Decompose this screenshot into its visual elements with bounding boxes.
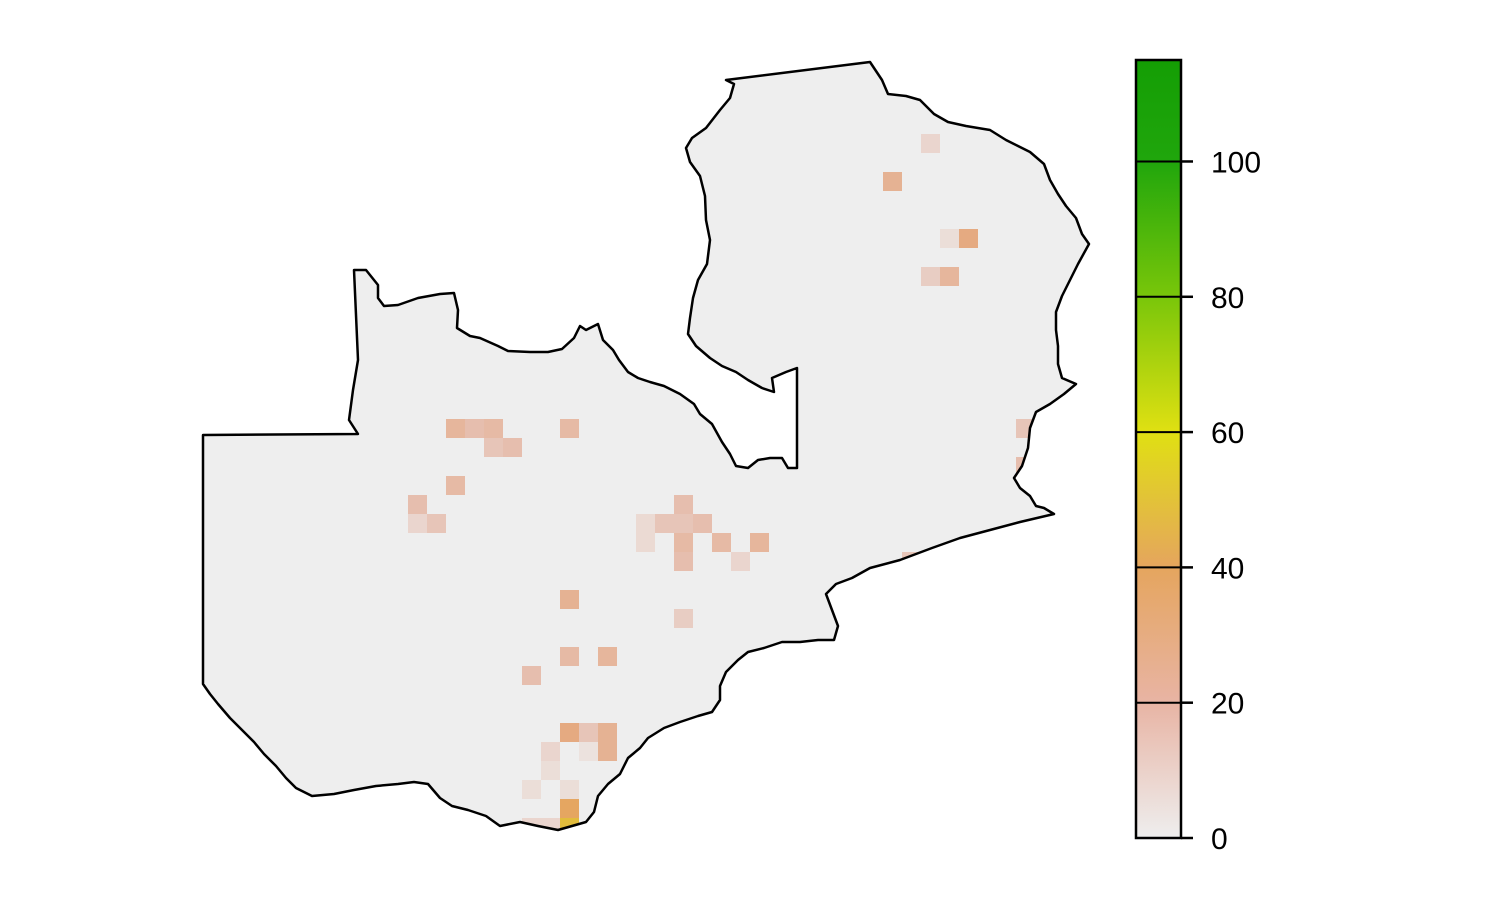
raster-cell (598, 723, 617, 742)
raster-cell (522, 780, 541, 799)
raster-cell (674, 533, 693, 552)
raster-cell (560, 875, 579, 894)
raster-cell (674, 552, 693, 571)
raster-layer (203, 62, 1089, 900)
raster-background (203, 62, 1089, 830)
raster-cell (636, 514, 655, 533)
legend-tick-label: 0 (1211, 823, 1228, 856)
raster-cell (579, 723, 598, 742)
raster-cell (560, 590, 579, 609)
raster-cell (560, 723, 579, 742)
raster-cell (921, 134, 940, 153)
raster-cell (579, 856, 598, 875)
raster-cell (598, 856, 617, 875)
raster-cell (484, 419, 503, 438)
raster-cell (427, 514, 446, 533)
color-legend: 0 20 40 60 80 100 (1134, 58, 1261, 856)
raster-cell (959, 229, 978, 248)
raster-cell (446, 476, 465, 495)
legend-ticks: 0 20 40 60 80 100 (1136, 146, 1261, 856)
raster-cell (1016, 457, 1035, 476)
raster-cell (541, 742, 560, 761)
raster-cell (541, 875, 560, 894)
raster-cell (465, 419, 484, 438)
raster-cell (598, 875, 617, 894)
raster-cell (731, 552, 750, 571)
raster-cell (674, 609, 693, 628)
raster-cell (579, 894, 598, 900)
legend-tick-label: 60 (1211, 417, 1244, 450)
raster-cell (883, 590, 902, 609)
raster-cell (598, 742, 617, 761)
raster-cell (674, 495, 693, 514)
legend-tick-label: 80 (1211, 282, 1244, 315)
legend-tick-label: 40 (1211, 552, 1244, 585)
raster-cell (484, 438, 503, 457)
raster-cell (598, 647, 617, 666)
raster-cell (693, 514, 712, 533)
legend-tick-label: 20 (1211, 688, 1244, 721)
raster-cell (408, 514, 427, 533)
legend-color-bar (1134, 58, 1183, 840)
raster-cell (541, 761, 560, 780)
raster-cell (560, 419, 579, 438)
legend-tick-label: 100 (1211, 146, 1261, 179)
raster-cell (579, 742, 598, 761)
raster-cell (940, 267, 959, 286)
raster-cell (712, 533, 731, 552)
raster-cell (883, 172, 902, 191)
raster-cell (503, 438, 522, 457)
raster-cell (522, 818, 541, 830)
raster-cell (750, 533, 769, 552)
raster-cell (579, 875, 598, 894)
raster-cell (940, 229, 959, 248)
raster-cell (560, 799, 579, 818)
raster-cell (522, 666, 541, 685)
raster-cell (598, 818, 617, 830)
raster-cell (560, 856, 579, 875)
raster-cell (560, 647, 579, 666)
raster-cell (560, 780, 579, 799)
raster-cell (655, 514, 674, 533)
raster-cell (674, 514, 693, 533)
raster-cell (921, 267, 940, 286)
country-border (201, 60, 1091, 832)
raster-cell (636, 533, 655, 552)
raster-cell (446, 419, 465, 438)
raster-cell (560, 837, 579, 856)
raster-cell (408, 495, 427, 514)
